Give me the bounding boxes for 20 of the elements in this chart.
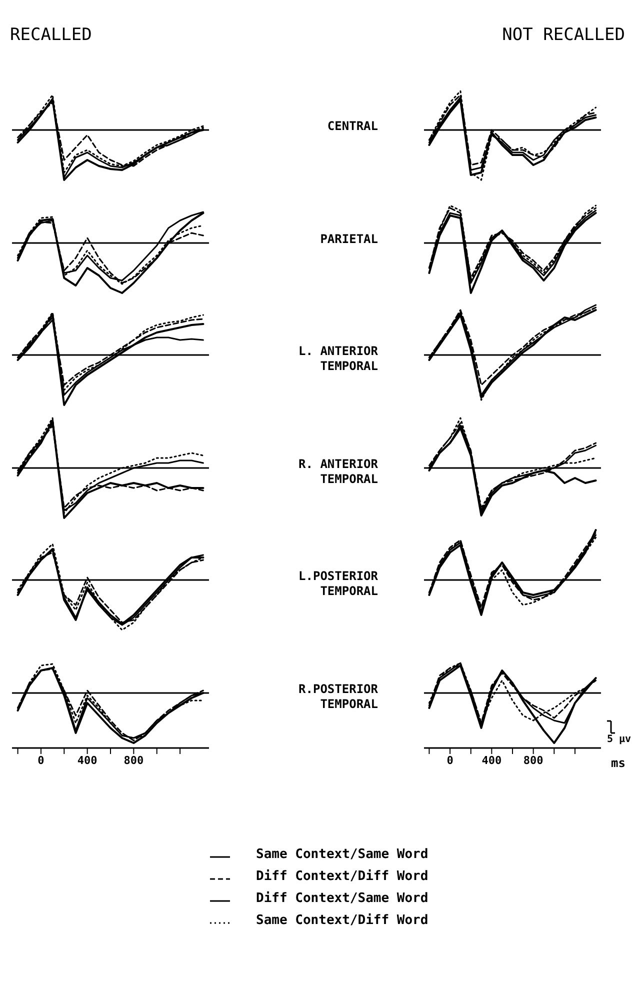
x-tick-label: 400 bbox=[482, 754, 502, 767]
x-tick-label: 0 bbox=[446, 754, 454, 767]
x-axis-title: ms bbox=[611, 756, 626, 770]
x-tick-label: 800 bbox=[124, 754, 144, 767]
text: R.POSTERIOR TEMPORAL bbox=[298, 682, 378, 712]
chart-title: RECALLED bbox=[10, 25, 93, 45]
x-tick-label: 800 bbox=[523, 754, 544, 767]
text: L. ANTERIOR TEMPORAL bbox=[298, 344, 378, 374]
legend-label: Diff Context/Diff Word bbox=[256, 868, 428, 884]
chart-title: NOT RECALLED bbox=[501, 25, 625, 45]
scale-bar: 5 µv bbox=[607, 720, 641, 748]
x-tick-label: 400 bbox=[77, 754, 98, 767]
x-tick-label: 0 bbox=[38, 754, 44, 767]
text: CENTRAL bbox=[326, 119, 378, 134]
legend-label: Same Context/Same Word bbox=[256, 846, 428, 862]
text: R. ANTERIOR TEMPORAL bbox=[298, 456, 378, 487]
text: PARIETAL bbox=[319, 232, 378, 247]
legend-label: Same Context/Diff Word bbox=[256, 912, 428, 928]
legend-label: Diff Context/Same Word bbox=[256, 890, 428, 906]
text: L.POSTERIOR TEMPORAL bbox=[298, 569, 378, 600]
